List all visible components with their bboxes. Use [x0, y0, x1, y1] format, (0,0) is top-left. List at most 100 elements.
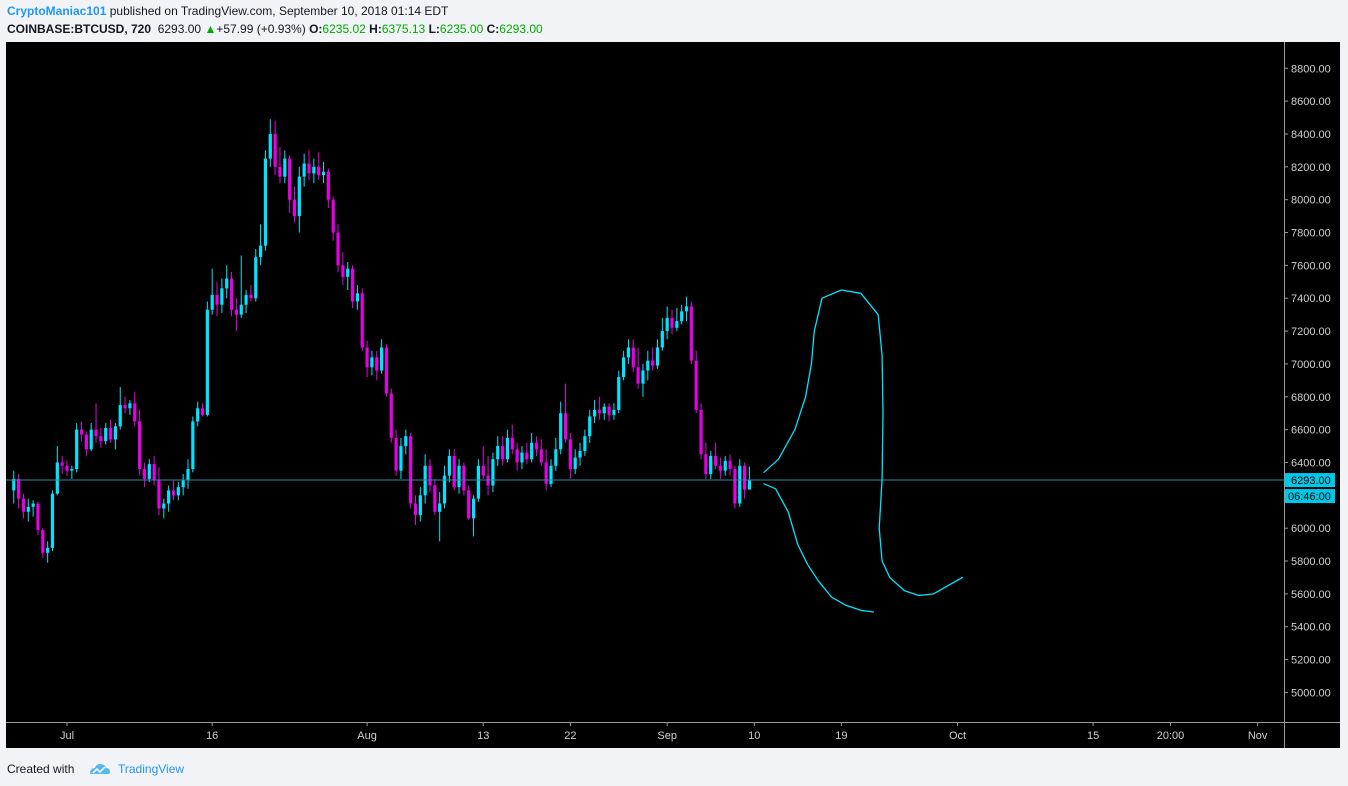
candle-body — [515, 449, 519, 463]
candle-body — [167, 490, 171, 504]
time-tick-label: 20:00 — [1157, 730, 1185, 742]
candle-body — [365, 347, 369, 368]
candle-body — [713, 455, 718, 466]
time-tick-label: Nov — [1248, 730, 1268, 742]
last-price-tag-label: 6293.00 — [1291, 475, 1331, 487]
countdown-tag — [1285, 489, 1335, 504]
low-value: 6235.00 — [439, 22, 484, 36]
price-tick-label: 8800.00 — [1291, 63, 1331, 75]
candle-body — [476, 465, 480, 499]
candle-body — [302, 163, 306, 177]
candle-body — [229, 278, 234, 310]
candle-body — [113, 426, 117, 440]
high-value: 6375.13 — [381, 22, 426, 36]
candle-body — [239, 304, 243, 315]
created-with-text: Created with — [7, 762, 75, 776]
price-tick-label: 6600.00 — [1291, 425, 1331, 437]
candle-body — [670, 317, 674, 328]
candle-body — [360, 293, 364, 348]
price-tick-label: 6000.00 — [1291, 523, 1331, 535]
price-tick-label: 7600.00 — [1291, 260, 1331, 272]
candle-body — [326, 171, 330, 200]
time-tick-label: Aug — [357, 730, 377, 742]
candle-body — [554, 449, 558, 466]
candle-body — [539, 449, 543, 463]
plot-area — [6, 119, 1284, 613]
candle-body — [50, 493, 55, 548]
price-tick-label: 7400.00 — [1291, 293, 1331, 305]
candle-body — [728, 460, 732, 470]
candle-body — [312, 166, 316, 174]
candle-body — [665, 317, 669, 332]
candle-body — [384, 347, 389, 394]
price-chart[interactable]: 5000.00 5200.00 5400.00 5600.00 5800.00 6000.… — [6, 42, 1340, 748]
candle-body — [200, 408, 205, 415]
candle-body — [254, 257, 258, 299]
candle-body — [510, 437, 514, 450]
author-link[interactable]: CryptoManiac101 — [7, 4, 107, 18]
candle-body — [438, 503, 442, 512]
time-tick-label: Jul — [60, 730, 74, 742]
candle-body — [607, 406, 611, 415]
open-value: 6235.02 — [322, 22, 366, 36]
candle-body — [70, 469, 74, 471]
candle-body — [263, 158, 268, 246]
candle-body — [699, 409, 703, 455]
candle-body — [709, 455, 713, 474]
price-tick-label: 5000.00 — [1291, 687, 1331, 699]
symbol-label: COINBASE:BTCUSD, 720 — [7, 22, 152, 36]
candle-body — [375, 357, 379, 371]
drawing-path — [763, 483, 874, 613]
candle-body — [747, 480, 752, 490]
candle-body — [549, 465, 553, 484]
candle-body — [471, 498, 476, 519]
candle-body — [225, 278, 229, 289]
tradingview-link[interactable]: TradingView — [118, 762, 185, 776]
candle-body — [234, 309, 238, 315]
candle-body — [75, 429, 79, 470]
candle-body — [171, 490, 176, 496]
candle-body — [99, 436, 103, 442]
time-tick-label: 15 — [1087, 730, 1099, 742]
candle-body — [133, 403, 137, 422]
candle-body — [118, 404, 122, 427]
candle-body — [55, 462, 59, 494]
candle-body — [350, 268, 355, 302]
candle-body — [389, 393, 393, 438]
candle-body — [181, 480, 185, 488]
price-tick-label: 6800.00 — [1291, 392, 1331, 404]
candle-body — [220, 288, 224, 305]
candle-body — [89, 429, 93, 450]
high-label: H: — [369, 22, 382, 36]
tradingview-logo-icon[interactable] — [88, 762, 112, 776]
up-arrow-icon: ▲ — [204, 22, 217, 36]
candle-body — [428, 465, 432, 486]
candle-body — [297, 176, 301, 217]
candle-body — [573, 457, 577, 470]
candle-body — [631, 347, 635, 368]
candle-body — [733, 469, 737, 504]
candle-body — [680, 311, 684, 322]
countdown-tag-label: 06:46:00 — [1288, 491, 1331, 503]
candle-body — [413, 503, 418, 516]
chart-background — [6, 42, 1340, 748]
candle-body — [651, 360, 655, 366]
candle-body — [138, 421, 142, 470]
candle-body — [41, 529, 45, 553]
price-tick-label: 5600.00 — [1291, 589, 1331, 601]
candle-body — [191, 421, 195, 470]
candle-body — [380, 347, 384, 371]
candle-body — [46, 547, 50, 553]
low-label: L: — [428, 22, 440, 36]
candle-body — [399, 446, 403, 471]
price-tick-label: 8600.00 — [1291, 96, 1331, 108]
candle-body — [244, 294, 248, 305]
candle-body — [307, 163, 311, 174]
change-value: +57.99 (+0.93%) — [216, 22, 306, 36]
candle-body — [467, 490, 471, 519]
candle-body — [491, 459, 495, 486]
price-tick-label: 8200.00 — [1291, 162, 1331, 174]
ohlc-line: COINBASE:BTCUSD, 720 6293.00 ▲+57.99 (+0… — [7, 22, 543, 36]
candle-body — [317, 166, 321, 176]
candle-body — [346, 268, 350, 277]
